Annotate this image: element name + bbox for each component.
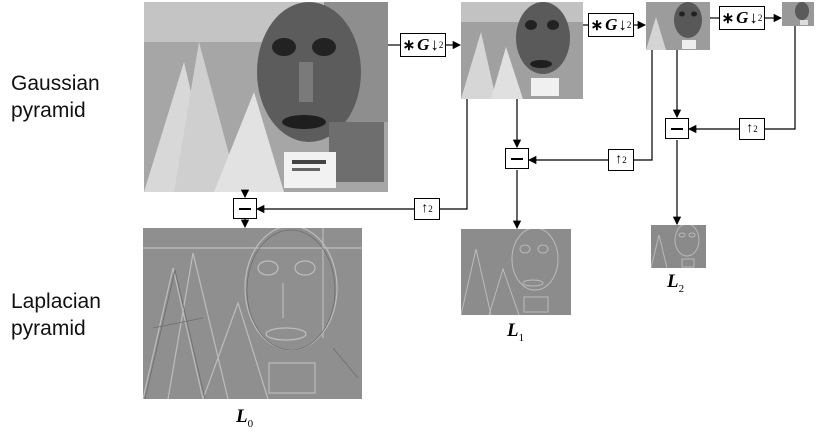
downsample-factor: 2	[438, 40, 444, 50]
upsample-factor: 2	[753, 124, 758, 134]
laplacian-label-line1: Laplacian	[11, 290, 101, 313]
laplacian-label-l1: L1	[507, 320, 524, 344]
upsample-factor: 2	[428, 204, 433, 214]
upsample-box-level-2: ↑ 2	[739, 118, 765, 140]
down-arrow-icon: ↓	[749, 8, 758, 27]
up-arrow-icon: ↑	[615, 152, 623, 167]
downsample-factor: 2	[757, 13, 763, 23]
down-arrow-icon: ↓	[618, 15, 627, 34]
laplacian-level-1-image	[461, 229, 571, 315]
convolution-star-icon: ∗	[721, 10, 735, 27]
gaussian-level-1-image	[461, 2, 583, 99]
laplacian-index: 1	[518, 331, 525, 344]
subtract-box-level-1	[505, 148, 529, 169]
gaussian-label-line1: Gaussian	[11, 72, 100, 95]
laplacian-level-0-image	[143, 228, 362, 399]
laplacian-index: 0	[247, 417, 254, 430]
laplacian-index: 2	[678, 282, 685, 295]
gaussian-kernel-label: G	[736, 8, 749, 27]
upsample-box-level-0: ↑ 2	[414, 198, 440, 220]
laplacian-letter: L	[236, 406, 248, 427]
blur-downsample-box-3: ∗ G ↓ 2	[719, 6, 765, 30]
upsample-box-level-1: ↑ 2	[608, 149, 634, 171]
laplacian-label-l2: L2	[667, 271, 684, 295]
gaussian-kernel-label: G	[605, 15, 618, 34]
laplacian-label-l0: L0	[236, 406, 253, 430]
up-arrow-icon: ↑	[421, 201, 429, 216]
laplacian-label-line2: pyramid	[11, 317, 86, 340]
gaussian-level-2-image	[646, 2, 710, 50]
downsample-factor: 2	[626, 20, 632, 30]
upsample-factor: 2	[622, 155, 627, 165]
subtract-box-level-2	[665, 118, 689, 139]
laplacian-letter: L	[507, 320, 519, 341]
gaussian-kernel-label: G	[417, 35, 430, 54]
down-arrow-icon: ↓	[430, 35, 439, 54]
blur-downsample-box-1: ∗ G ↓ 2	[400, 33, 446, 57]
gaussian-pyramid-label: Gaussian pyramid	[11, 70, 100, 124]
gaussian-level-3-image	[782, 2, 814, 26]
gaussian-level-0-image	[144, 2, 388, 192]
laplacian-letter: L	[667, 271, 679, 292]
subtract-box-level-0	[233, 198, 257, 219]
convolution-star-icon: ∗	[590, 17, 604, 34]
laplacian-pyramid-label: Laplacian pyramid	[11, 288, 101, 342]
blur-downsample-box-2: ∗ G ↓ 2	[588, 13, 634, 37]
convolution-star-icon: ∗	[402, 37, 416, 54]
gaussian-label-line2: pyramid	[11, 99, 86, 122]
laplacian-level-2-image	[651, 225, 706, 268]
up-arrow-icon: ↑	[746, 121, 754, 136]
